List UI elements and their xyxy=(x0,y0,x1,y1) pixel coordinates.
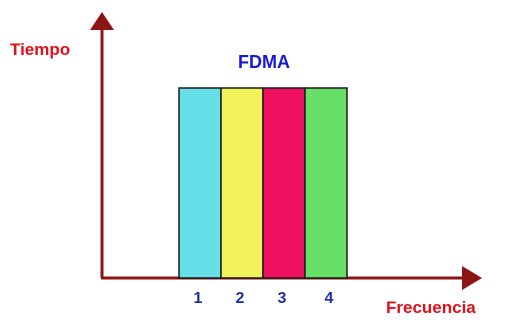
frequency-channels xyxy=(178,87,348,279)
channel-band-3 xyxy=(262,87,306,279)
time-axis-arrowhead xyxy=(90,12,114,30)
channel-band-1 xyxy=(178,87,222,279)
channel-band-2 xyxy=(220,87,264,279)
channel-number-3: 3 xyxy=(277,290,287,307)
frequency-axis-arrowhead xyxy=(462,266,482,290)
channel-number-4: 4 xyxy=(324,290,334,307)
diagram-title: FDMA xyxy=(238,52,290,72)
channel-number-2: 2 xyxy=(235,290,245,307)
channel-number-1: 1 xyxy=(193,290,203,307)
frequency-axis-label: Frecuencia xyxy=(386,298,476,317)
time-axis-label: Tiempo xyxy=(10,40,71,59)
channel-band-4 xyxy=(304,87,348,279)
